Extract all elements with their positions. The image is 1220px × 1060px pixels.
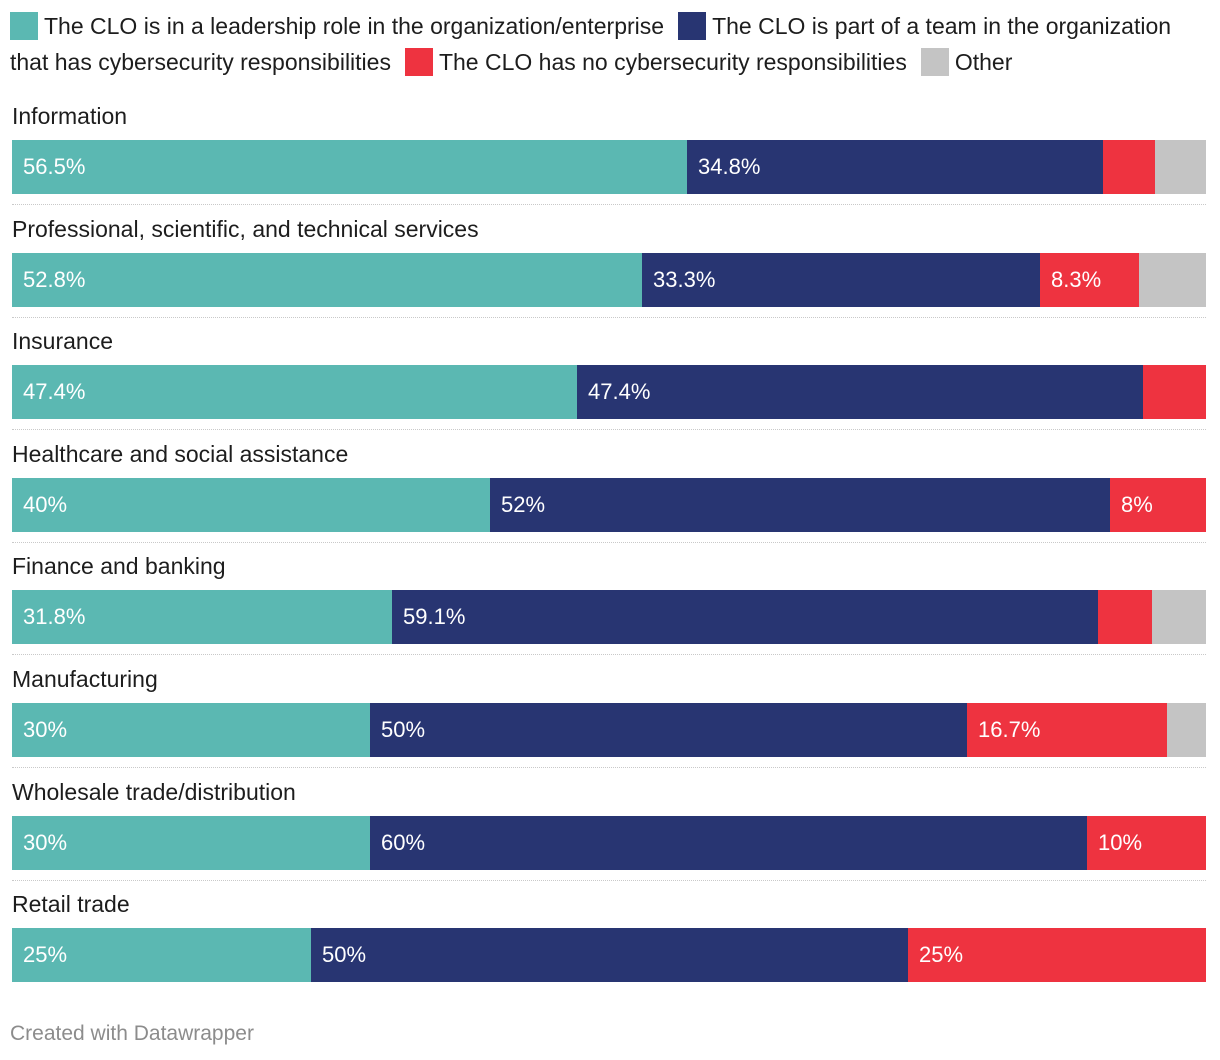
bar-segment: 47.4% xyxy=(12,365,577,420)
bar-segment: 56.5% xyxy=(12,140,687,194)
category-label: Manufacturing xyxy=(12,666,158,692)
category-label: Information xyxy=(12,103,128,129)
legend-swatch xyxy=(920,48,949,76)
data-label: 25% xyxy=(23,942,68,968)
data-label: 25% xyxy=(919,942,964,968)
data-label: 60% xyxy=(381,829,426,855)
bar-segment: 10% xyxy=(1087,815,1206,870)
legend-item: Other xyxy=(920,44,1013,80)
bar-segment xyxy=(1103,140,1155,194)
legend-label: The CLO has no cybersecurity responsibil… xyxy=(438,49,907,75)
chart-row: Healthcare and social assistance 40% 52% 8% xyxy=(0,434,1220,546)
bar-segment: 16.7% xyxy=(967,703,1167,757)
bar-segment: 34.8% xyxy=(687,140,1103,194)
legend-label: Other xyxy=(954,49,1013,75)
chart-row: Wholesale trade/distribution 30% 60% 10% xyxy=(0,772,1220,884)
chart-row: Finance and banking 31.8% 59.1% xyxy=(0,546,1220,658)
bar-segment: 8% xyxy=(1110,477,1206,532)
data-label: 52.8% xyxy=(23,266,86,292)
chart-row: Manufacturing 30% 50% 16.7% xyxy=(0,659,1220,771)
bar-segment: 8.3% xyxy=(1040,252,1139,307)
data-label: 10% xyxy=(1098,829,1143,855)
bar-segment: 52% xyxy=(490,477,1110,532)
bar-segment: 30% xyxy=(12,703,370,757)
legend-label: The CLO is in a leadership role in the o… xyxy=(44,13,665,39)
row-divider xyxy=(12,204,1206,205)
data-label: 47.4% xyxy=(588,379,651,405)
chart-row: Retail trade 25% 50% 25% xyxy=(0,884,1220,996)
row-divider xyxy=(12,879,1206,881)
legend-swatch xyxy=(404,48,433,76)
data-label: 50% xyxy=(381,717,426,742)
row-divider xyxy=(12,429,1206,431)
stacked-bar: 30% 50% 16.7% xyxy=(12,703,1206,757)
bar-segment xyxy=(1139,252,1206,307)
bar-segment: 31.8% xyxy=(12,590,392,645)
data-label: 34.8% xyxy=(698,154,761,179)
stacked-bar: 47.4% 47.4% xyxy=(12,365,1206,420)
row-divider xyxy=(12,316,1206,318)
data-label: 56.5% xyxy=(23,154,86,179)
stacked-bar: 30% 60% 10% xyxy=(12,815,1206,870)
row-divider xyxy=(12,654,1206,656)
data-label: 8.3% xyxy=(1051,266,1102,292)
category-label: Insurance xyxy=(12,328,114,355)
stacked-bar: 52.8% 33.3% 8.3% xyxy=(12,252,1206,307)
data-label: 47.4% xyxy=(23,379,86,405)
chart-legend: The CLO is in a leadership role in the o… xyxy=(10,8,1215,80)
row-divider xyxy=(12,541,1206,543)
bar-segment: 33.3% xyxy=(642,252,1040,307)
bar-segment: 50% xyxy=(311,928,908,983)
stacked-bar: 40% 52% 8% xyxy=(12,477,1206,532)
bar-segment: 60% xyxy=(370,815,1087,870)
credit-text: Created with Datawrapper xyxy=(10,1022,254,1045)
legend-label: The CLO is part of a team in the organiz… xyxy=(10,13,1172,75)
stacked-bar-chart: Information 56.5% 34.8% Professional, scien… xyxy=(0,96,1220,996)
bar-segment xyxy=(1098,590,1152,645)
legend-swatch xyxy=(678,12,707,40)
bar-segment: 25% xyxy=(908,928,1206,983)
data-label: 30% xyxy=(23,717,68,742)
bar-segment xyxy=(1155,140,1206,194)
data-label: 16.7% xyxy=(978,717,1041,742)
bar-segment: 30% xyxy=(12,815,370,870)
data-label: 59.1% xyxy=(403,604,466,630)
stacked-bar: 56.5% 34.8% xyxy=(12,140,1206,194)
bar-segment xyxy=(1167,703,1206,757)
category-label: Retail trade xyxy=(12,891,130,918)
bar-segment: 50% xyxy=(370,703,967,757)
data-label: 31.8% xyxy=(23,604,86,630)
bar-segment: 40% xyxy=(12,477,490,532)
chart-row: Professional, scientific, and technical … xyxy=(0,209,1220,321)
category-label: Healthcare and social assistance xyxy=(12,440,349,467)
legend-item: The CLO has no cybersecurity responsibil… xyxy=(404,44,907,80)
data-label: 52% xyxy=(501,491,546,517)
bar-segment: 47.4% xyxy=(577,365,1143,420)
data-label: 30% xyxy=(23,829,68,855)
data-label: 50% xyxy=(322,942,367,968)
chart-row: Information 56.5% 34.8% xyxy=(0,96,1220,208)
bar-segment: 25% xyxy=(12,928,311,983)
bar-segment: 59.1% xyxy=(392,590,1098,645)
category-label: Finance and banking xyxy=(12,553,226,580)
row-divider xyxy=(12,767,1206,768)
stacked-bar: 31.8% 59.1% xyxy=(12,590,1206,645)
data-label: 8% xyxy=(1121,491,1153,517)
category-label: Professional, scientific, and technical … xyxy=(12,215,479,242)
category-label: Wholesale trade/distribution xyxy=(12,778,296,805)
legend-item: The CLO is in a leadership role in the o… xyxy=(10,8,664,44)
legend-item: The CLO is part of a team in the organiz… xyxy=(10,12,1172,75)
stacked-bar: 25% 50% 25% xyxy=(12,928,1206,983)
bar-segment xyxy=(1152,590,1206,645)
data-label: 33.3% xyxy=(653,266,716,292)
bar-segment xyxy=(1143,365,1206,420)
chart-row: Insurance 47.4% 47.4% xyxy=(0,321,1220,433)
bar-segment: 52.8% xyxy=(12,252,642,307)
legend-swatch xyxy=(10,12,38,40)
data-label: 40% xyxy=(23,491,68,517)
